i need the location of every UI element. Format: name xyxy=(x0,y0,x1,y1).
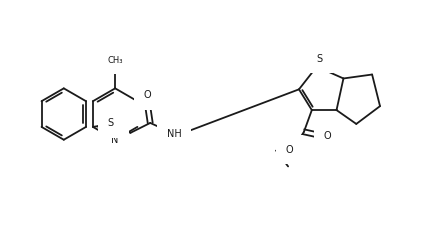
Text: O: O xyxy=(144,90,151,100)
Text: S: S xyxy=(317,54,323,64)
Text: O: O xyxy=(285,145,293,155)
Text: S: S xyxy=(108,118,114,128)
Text: O: O xyxy=(324,131,331,141)
Text: NH: NH xyxy=(167,129,181,139)
Text: N: N xyxy=(112,135,119,145)
Text: CH₃: CH₃ xyxy=(107,56,123,65)
